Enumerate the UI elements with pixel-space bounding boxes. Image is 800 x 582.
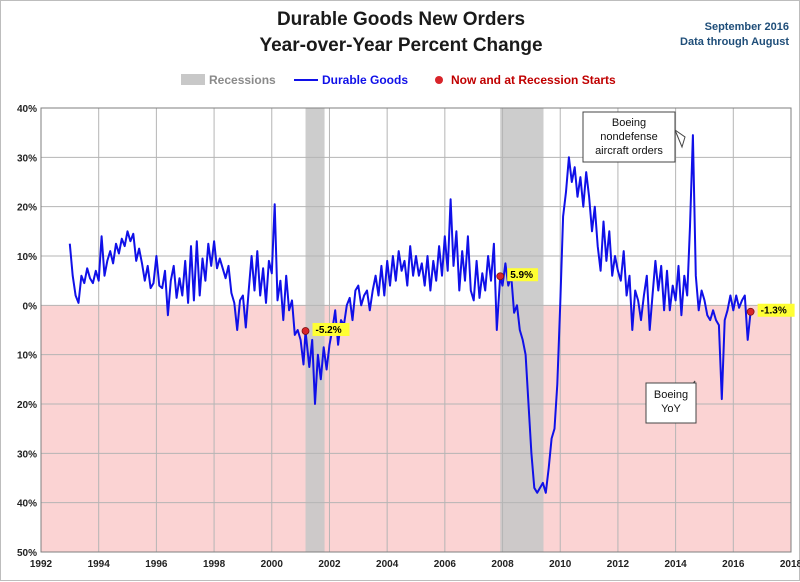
marker-label-bg <box>312 322 350 336</box>
marker-label: -5.2% <box>316 325 342 336</box>
series-line-durable-goods <box>68 134 752 494</box>
negative-zone <box>41 305 791 552</box>
legend-recessions-label: Recessions <box>209 73 276 87</box>
x-tick-label: 1996 <box>145 559 168 570</box>
y-tick-label: 0% <box>23 301 38 312</box>
marker-label: -1.3% <box>761 306 787 317</box>
y-tick-label: 20% <box>17 203 37 214</box>
x-tick-label: 2014 <box>664 559 687 570</box>
marker-label-bg <box>757 303 795 317</box>
x-tick-label: 2002 <box>318 559 341 570</box>
legend-series: Durable Goods <box>294 73 408 87</box>
marker-dot <box>496 272 505 281</box>
x-tick-label: 2010 <box>549 559 572 570</box>
marker-dot <box>301 327 310 335</box>
date-note: September 2016 <box>704 21 789 33</box>
marker-label: 5.9% <box>510 270 533 281</box>
x-tick-label: 2018 <box>780 559 800 570</box>
y-tick-label: 20% <box>17 400 37 411</box>
marker-dot <box>746 307 755 316</box>
x-tick-label: 2016 <box>722 559 745 570</box>
y-tick-label: 30% <box>17 153 37 164</box>
legend-series-label: Durable Goods <box>322 73 409 87</box>
x-tick-label: 2000 <box>261 559 284 570</box>
x-tick-label: 2004 <box>376 559 399 570</box>
callout-text-boeing-nondefense: Boeing <box>612 117 646 129</box>
legend-marker-dot-icon <box>435 76 443 84</box>
callout-text-boeing-yoy: YoY <box>661 403 681 415</box>
callout-box-boeing-yoy <box>645 382 697 424</box>
x-tick-label: 2012 <box>607 559 630 570</box>
chart-title-line1: Durable Goods New Orders <box>276 9 526 30</box>
x-tick-label: 1998 <box>203 559 226 570</box>
y-tick-label: 40% <box>17 104 37 115</box>
y-tick-label: 50% <box>17 548 37 559</box>
y-tick-label: 10% <box>17 252 37 263</box>
x-tick-label: 2008 <box>491 559 514 570</box>
y-tick-label: 10% <box>17 351 37 362</box>
legend-markers: Now and at Recession Starts <box>435 73 616 87</box>
callout-text-boeing-yoy: Boeing <box>654 389 688 401</box>
x-tick-label: 1994 <box>88 559 111 570</box>
y-tick-label: 30% <box>17 449 37 460</box>
legend-recession-swatch <box>181 74 205 85</box>
data-through-note: Data through August <box>680 36 789 48</box>
callout-pointer <box>673 128 686 149</box>
x-tick-label: 2006 <box>434 559 457 570</box>
x-tick-label: 1992 <box>30 559 53 570</box>
legend-recessions: Recessions <box>181 73 276 87</box>
callout-text-boeing-nondefense: nondefense <box>600 131 658 143</box>
chart-title-line2: Year-over-Year Percent Change <box>259 35 543 56</box>
marker-label-bg <box>507 268 539 282</box>
plot-border <box>40 107 792 553</box>
legend-line-swatch <box>294 79 318 81</box>
callout-box-boeing-nondefense <box>582 111 676 163</box>
y-tick-label: 40% <box>17 499 37 510</box>
callout-text-boeing-nondefense: aircraft orders <box>595 145 663 157</box>
recession-band <box>500 108 544 552</box>
legend-markers-label: Now and at Recession Starts <box>451 73 616 87</box>
